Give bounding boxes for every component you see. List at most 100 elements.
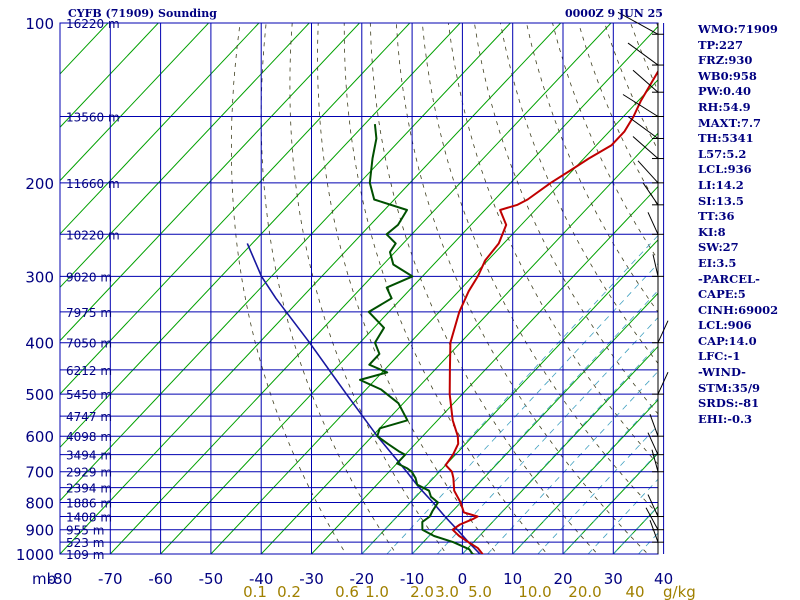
isotherm-line: [512, 399, 658, 554]
isotherm-line: [60, 23, 160, 129]
moist-adiabat-line: [613, 505, 658, 554]
height-label: 9020 m: [66, 270, 112, 284]
height-label: 1886 m: [66, 497, 112, 511]
index-item: PW:0.40: [698, 84, 752, 99]
wind-barb: [632, 69, 659, 93]
dry-adiabat-line: [474, 23, 658, 415]
pressure-label: 400: [25, 335, 54, 353]
isotherm-line: [260, 132, 658, 554]
height-label: 2394 m: [66, 482, 112, 496]
isotherm-line: [210, 79, 658, 554]
index-item: TP:227: [698, 37, 744, 52]
height-label: 13560 m: [66, 111, 120, 125]
index-item: RH:54.9: [698, 99, 751, 114]
index-item: CAPE:5: [698, 287, 746, 302]
pressure-label: 100: [25, 15, 54, 33]
sounding-time: 0000Z 9 JUN 25: [565, 7, 663, 20]
wind-barb: [651, 449, 659, 472]
index-item: KI:8: [698, 224, 726, 239]
sounding-traces: [246, 69, 658, 554]
height-label: 16220 m: [66, 17, 120, 31]
mixing-ratio-label: 10.0: [518, 583, 551, 600]
height-label: 109 m: [66, 548, 104, 562]
dry-adiabat-line: [289, 23, 448, 554]
wind-barb: [657, 371, 669, 395]
pressure-label: 700: [25, 464, 54, 482]
moist-adiabat-lines: [361, 234, 658, 554]
moist-adiabat-line: [386, 262, 658, 554]
height-label: 7975 m: [66, 306, 112, 320]
isotherm-line: [60, 23, 310, 289]
wind-barb: [632, 136, 659, 159]
temperature-tick-label: 10: [503, 570, 522, 588]
wind-barb: [645, 507, 659, 530]
pressure-label: 600: [25, 428, 54, 446]
index-item: SI:13.5: [698, 193, 744, 208]
temperature-tick-label: -30: [299, 570, 324, 588]
isotherm-line: [159, 25, 658, 554]
pressure-label: 800: [25, 495, 54, 513]
height-label: 2929 m: [66, 466, 112, 480]
wind-barb: [617, 11, 659, 35]
index-item: -PARCEL-: [698, 271, 760, 286]
isotherm-line: [60, 23, 562, 554]
temperature-tick-label: -60: [148, 570, 173, 588]
index-item: CINH:69002: [698, 302, 779, 317]
temperature-tick-label: -10: [400, 570, 425, 588]
moist-adiabat-line: [437, 316, 658, 554]
index-item: LCL:936: [698, 162, 752, 177]
wind-barb: [642, 182, 659, 206]
mixing-ratio-unit: g/kg: [663, 583, 696, 600]
temperature-trace: [444, 69, 658, 554]
wind-barb: [622, 94, 659, 117]
isotherm-line: [60, 23, 210, 182]
moist-adiabat-line: [587, 478, 658, 554]
pressure-label: 500: [25, 386, 54, 404]
moist-adiabat-line: [462, 343, 658, 554]
isotherm-line: [60, 23, 512, 502]
temperature-tick-label: 30: [604, 570, 623, 588]
index-item: L57:5.2: [698, 146, 747, 161]
height-label: 1408 m: [66, 511, 112, 525]
height-label: 4098 m: [66, 430, 112, 444]
dry-adiabat-line: [260, 23, 397, 554]
mixing-ratio-label: 3.0: [435, 583, 459, 600]
isotherm-line: [60, 23, 260, 235]
temperature-tick-label: 20: [553, 570, 572, 588]
isotherm-line: [60, 23, 461, 449]
moist-adiabat-line: [562, 451, 658, 554]
index-item: TT:36: [698, 209, 735, 224]
temperature-tick-label: -80: [48, 570, 73, 588]
index-item: TH:5341: [698, 131, 754, 146]
station-title: CYFB (71909) Sounding: [68, 7, 217, 20]
dry-adiabat-line: [231, 23, 347, 554]
temperature-tick-label: -70: [98, 570, 123, 588]
mixing-ratio-label: 5.0: [468, 583, 492, 600]
dry-adiabat-line: [317, 23, 498, 554]
pressure-label: 900: [25, 522, 54, 540]
temperature-tick-label: -50: [199, 570, 224, 588]
index-item: CAP:14.0: [698, 333, 757, 348]
index-item: LCL:906: [698, 318, 752, 333]
index-item: WB0:958: [698, 68, 757, 83]
isotherm-line: [310, 185, 658, 554]
height-label: 10220 m: [66, 228, 120, 242]
wind-barb: [627, 42, 659, 66]
index-item: SRDS:-81: [698, 396, 760, 411]
moist-adiabat-line: [512, 397, 658, 554]
pressure-label: 200: [25, 175, 54, 193]
wind-barb: [627, 116, 659, 139]
plot-grid: [59, 22, 665, 555]
index-item: LFC:-1: [698, 349, 741, 364]
isotherm-line: [361, 239, 658, 554]
mixing-ratio-label: 20.0: [568, 583, 601, 600]
wind-barb: [647, 212, 659, 235]
wind-barb: [657, 320, 669, 343]
height-label: 3494 m: [66, 449, 112, 463]
temperature-tick-label: -40: [249, 570, 274, 588]
height-label: 4747 m: [66, 410, 112, 424]
index-item: LI:14.2: [698, 177, 744, 192]
wind-barb: [647, 494, 659, 517]
